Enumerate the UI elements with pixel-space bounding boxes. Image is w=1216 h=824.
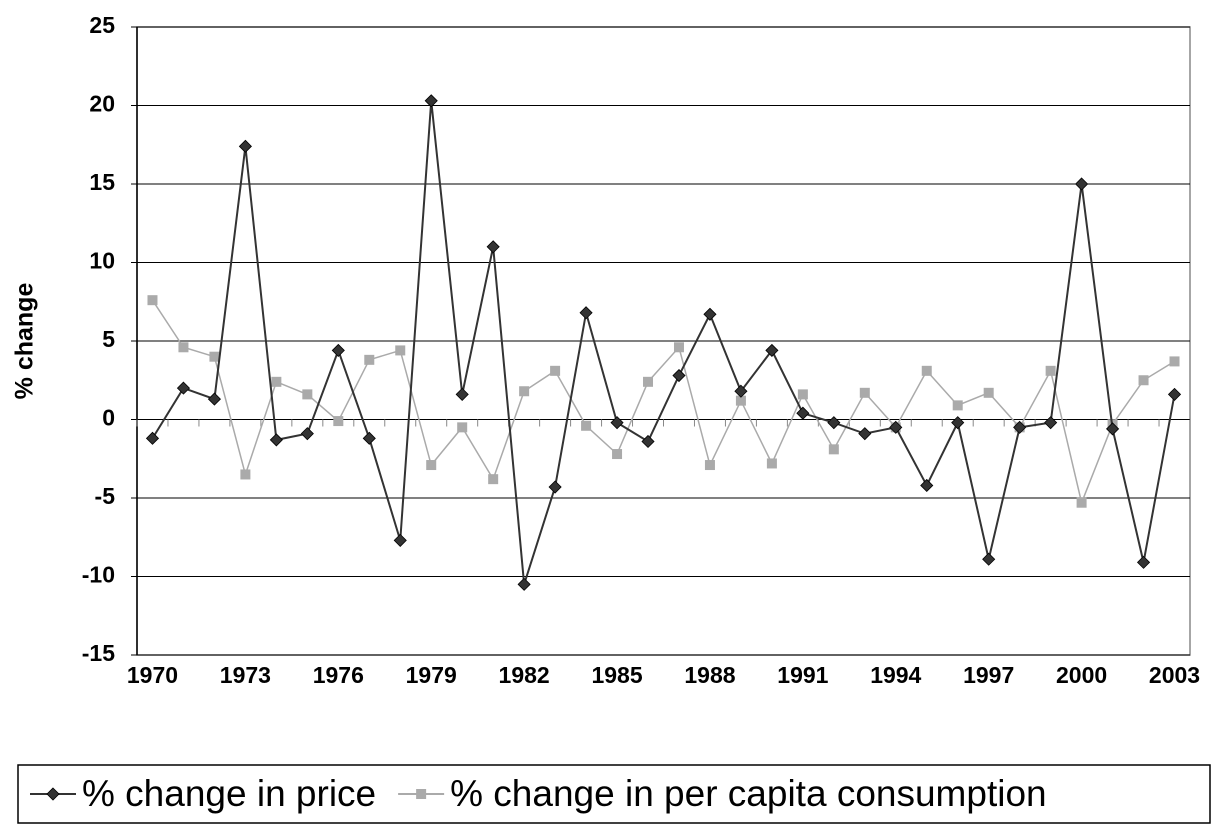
y-tick-label: 25 <box>89 12 115 38</box>
data-point <box>1013 420 1027 434</box>
data-point <box>517 577 531 591</box>
y-tick-label: -5 <box>95 483 116 509</box>
data-point <box>1045 365 1056 376</box>
x-tick-label: 1997 <box>963 662 1014 688</box>
data-point <box>828 444 839 455</box>
x-tick-label: 1982 <box>499 662 550 688</box>
x-tick-label: 1985 <box>591 662 642 688</box>
legend-label: % change in per capita consumption <box>450 773 1046 814</box>
y-tick-label: 10 <box>89 248 115 274</box>
x-tick-label: 1979 <box>406 662 457 688</box>
data-point <box>827 416 841 430</box>
x-tick-label: 1976 <box>313 662 364 688</box>
legend-box <box>17 764 1211 824</box>
data-point <box>982 552 996 566</box>
data-point <box>673 342 684 353</box>
y-tick-label: 20 <box>89 91 115 117</box>
data-point <box>889 420 903 434</box>
data-point <box>643 376 654 387</box>
legend-label: % change in price <box>82 773 376 814</box>
data-point <box>393 533 407 547</box>
series-line <box>151 100 1176 585</box>
data-point <box>610 416 624 430</box>
legend-marker <box>416 789 427 799</box>
data-point <box>488 474 499 485</box>
x-tick-label: 1994 <box>870 662 921 688</box>
x-tick-label: 1988 <box>684 662 735 688</box>
data-point <box>426 460 437 471</box>
data-point <box>797 389 808 400</box>
x-tick-label: 1973 <box>220 662 271 688</box>
data-point <box>302 389 313 400</box>
data-point <box>176 381 191 395</box>
data-point <box>240 469 251 480</box>
data-point <box>672 368 686 383</box>
data-point <box>858 427 872 441</box>
y-tick-label: 5 <box>102 326 115 352</box>
y-axis-label: % change <box>11 283 39 400</box>
data-point <box>612 449 623 460</box>
data-point <box>952 400 963 411</box>
data-point <box>145 431 160 445</box>
data-point <box>207 392 221 406</box>
data-point <box>364 354 375 365</box>
data-point <box>579 306 593 320</box>
data-point <box>331 343 345 357</box>
x-tick-label: 2000 <box>1056 662 1107 688</box>
legend: % change in price % change in per capita … <box>17 764 1211 824</box>
data-point <box>921 365 932 376</box>
data-point <box>796 406 810 420</box>
y-tick-label: -10 <box>82 562 115 588</box>
x-tick-label: 1991 <box>777 662 828 688</box>
data-point <box>1075 177 1089 191</box>
data-point <box>209 351 220 362</box>
data-point <box>983 387 994 398</box>
data-point <box>147 295 158 306</box>
data-point <box>1044 416 1058 430</box>
data-point <box>951 416 965 430</box>
data-point <box>550 365 561 376</box>
data-point <box>704 460 715 471</box>
data-point <box>238 139 252 153</box>
y-tick-label: 0 <box>102 405 115 431</box>
data-point <box>457 422 468 433</box>
data-point <box>424 94 438 108</box>
y-tick-label: 15 <box>89 169 115 195</box>
data-point <box>920 478 934 493</box>
data-point <box>765 343 779 357</box>
x-tick-label: 2003 <box>1149 662 1200 688</box>
y-tick-label: -15 <box>82 640 115 666</box>
series-line <box>151 299 1175 506</box>
data-point <box>734 384 748 398</box>
data-point <box>641 434 655 449</box>
data-point <box>362 431 376 445</box>
data-point <box>395 345 406 356</box>
data-point <box>766 458 777 469</box>
data-point <box>333 416 344 427</box>
data-point <box>455 387 469 401</box>
data-point <box>735 395 746 406</box>
data-point <box>1138 375 1149 386</box>
data-point <box>1106 422 1120 436</box>
data-point <box>271 376 282 387</box>
data-point <box>548 480 562 494</box>
data-point <box>1076 497 1087 508</box>
data-point <box>300 427 314 441</box>
data-point <box>1169 356 1180 367</box>
data-point <box>859 387 870 398</box>
legend-marker <box>46 787 60 801</box>
data-point <box>486 240 500 254</box>
data-point <box>1167 387 1182 401</box>
x-tick-label: 1970 <box>127 662 178 688</box>
data-point <box>269 433 283 447</box>
data-point <box>178 342 189 353</box>
data-point <box>1136 555 1151 569</box>
data-point <box>703 307 717 321</box>
data-point <box>581 420 592 431</box>
data-point <box>519 386 530 397</box>
